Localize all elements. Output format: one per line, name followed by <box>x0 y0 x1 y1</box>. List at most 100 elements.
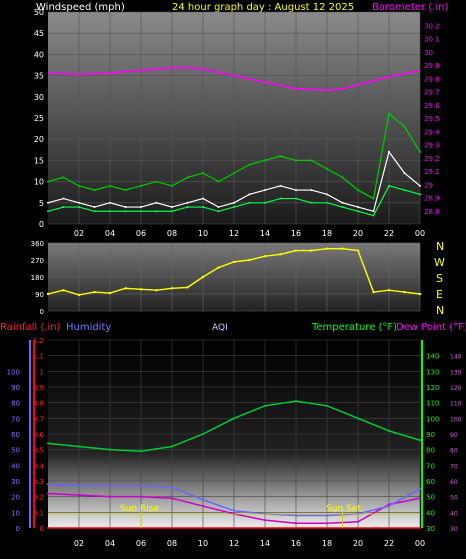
header-windspeed: Windspeed (mph) <box>36 2 125 13</box>
point-average <box>326 201 328 204</box>
point-temperature <box>326 404 328 407</box>
point-wind-direction <box>62 289 65 292</box>
panel-1-marks <box>47 66 421 217</box>
point-temperature <box>202 433 204 435</box>
header-aqi: AQI <box>212 323 228 333</box>
y-tick-rain: 0.9 <box>33 384 44 392</box>
y-tick-temp: 50 <box>426 494 435 502</box>
point-gust <box>310 159 313 162</box>
point-rainfall <box>47 527 49 529</box>
point-wind-direction <box>108 291 112 295</box>
compass-n-bottom: N <box>436 304 444 317</box>
point-average <box>186 206 189 209</box>
point-temperature <box>264 404 266 407</box>
header-dewpoint: Dew Point (°F) <box>396 322 466 333</box>
point-windspeed <box>62 197 65 200</box>
point-temperature <box>388 429 390 432</box>
compass-n-top: N <box>436 240 444 253</box>
y-tick-dew: 60 <box>450 479 458 486</box>
point-gust <box>341 176 344 179</box>
point-temperature <box>233 417 235 420</box>
point-windspeed <box>140 206 142 209</box>
point-wind-direction <box>356 249 360 252</box>
point-windspeed <box>279 184 282 187</box>
y-tick-dew: 70 <box>450 463 458 470</box>
y-tick-wind: 0 <box>39 220 44 229</box>
y-tick-humidity: 70 <box>11 415 20 423</box>
point-wind-direction <box>217 266 220 269</box>
x-tick-p3: 20 <box>353 539 363 548</box>
point-dew-point <box>202 505 204 508</box>
y-tick-wind: 50 <box>34 8 44 17</box>
point-average <box>233 206 235 209</box>
header-humidity: Humidity <box>66 322 111 333</box>
x-tick-p1: 10 <box>198 229 208 238</box>
y-tick-rain: 0.2 <box>33 494 44 502</box>
y-tick-humidity: 90 <box>11 384 20 392</box>
point-average <box>388 184 390 187</box>
point-wind-direction <box>310 249 313 252</box>
point-average <box>295 197 297 200</box>
point-windspeed <box>171 206 173 209</box>
x-tick-p3: 08 <box>167 539 177 548</box>
point-average <box>62 206 65 209</box>
y2-tick-baro: 29.4 <box>424 128 440 136</box>
y-tick-dir: 360 <box>31 240 44 248</box>
y-tick-temp: 120 <box>426 384 439 392</box>
point-wind-direction <box>341 247 344 250</box>
y2-tick-baro: 30.1 <box>424 36 440 44</box>
y-tick-humidity: 80 <box>11 400 20 408</box>
y-tick-dir: 90 <box>35 291 44 299</box>
header-barometer: Barometer (.in) <box>372 2 448 13</box>
axes-labels: 0510152025303540455028.828.92929.129.229… <box>7 8 462 548</box>
point-wind-direction <box>403 290 406 294</box>
x-tick-p3: 14 <box>260 539 270 548</box>
y-tick-dew: 80 <box>450 448 458 455</box>
point-average <box>357 210 359 213</box>
point-humidity <box>388 505 390 508</box>
y-tick-temp: 80 <box>426 447 435 455</box>
point-wind-direction <box>294 249 298 252</box>
point-windspeed <box>357 206 359 209</box>
point-dew-point <box>78 494 80 497</box>
x-tick-p3: 18 <box>322 539 332 548</box>
y-tick-temp: 110 <box>426 400 439 408</box>
x-tick-p1: 04 <box>105 229 115 238</box>
point-windspeed <box>264 189 266 192</box>
header-date: 24 hour graph day : August 12 2025 <box>172 2 354 13</box>
point-wind-direction <box>124 287 127 290</box>
point-gust <box>124 189 127 192</box>
point-humidity <box>47 483 49 486</box>
point-windspeed <box>186 201 189 204</box>
point-wind-direction <box>248 258 251 262</box>
point-average <box>279 197 282 200</box>
point-temperature <box>109 448 111 451</box>
point-dew-point <box>140 495 142 498</box>
point-windspeed <box>295 189 297 192</box>
y-tick-temp: 90 <box>426 431 435 439</box>
point-gust <box>248 163 251 166</box>
point-average <box>403 189 406 192</box>
point-gust <box>295 159 297 162</box>
y-tick-rain: 0.8 <box>33 400 44 408</box>
point-gust <box>264 159 266 162</box>
y-tick-temp: 130 <box>426 368 439 376</box>
point-humidity <box>171 486 173 489</box>
y-tick-temp: 70 <box>426 462 435 470</box>
point-gust <box>186 176 189 179</box>
point-gust <box>109 184 111 187</box>
y-tick-rain: 0.6 <box>33 431 45 439</box>
point-windspeed <box>326 193 328 196</box>
y-tick-temp: 30 <box>426 525 435 533</box>
y-tick-rain: 0.7 <box>33 415 44 423</box>
y2-tick-baro: 29.8 <box>424 75 440 83</box>
point-windspeed <box>310 189 313 192</box>
x-tick-p1: 14 <box>260 229 270 238</box>
panel-2-marks <box>46 247 422 297</box>
point-average <box>264 201 266 204</box>
y-tick-humidity: 0 <box>16 525 20 533</box>
point-gust <box>233 172 235 175</box>
point-temperature <box>419 439 421 442</box>
